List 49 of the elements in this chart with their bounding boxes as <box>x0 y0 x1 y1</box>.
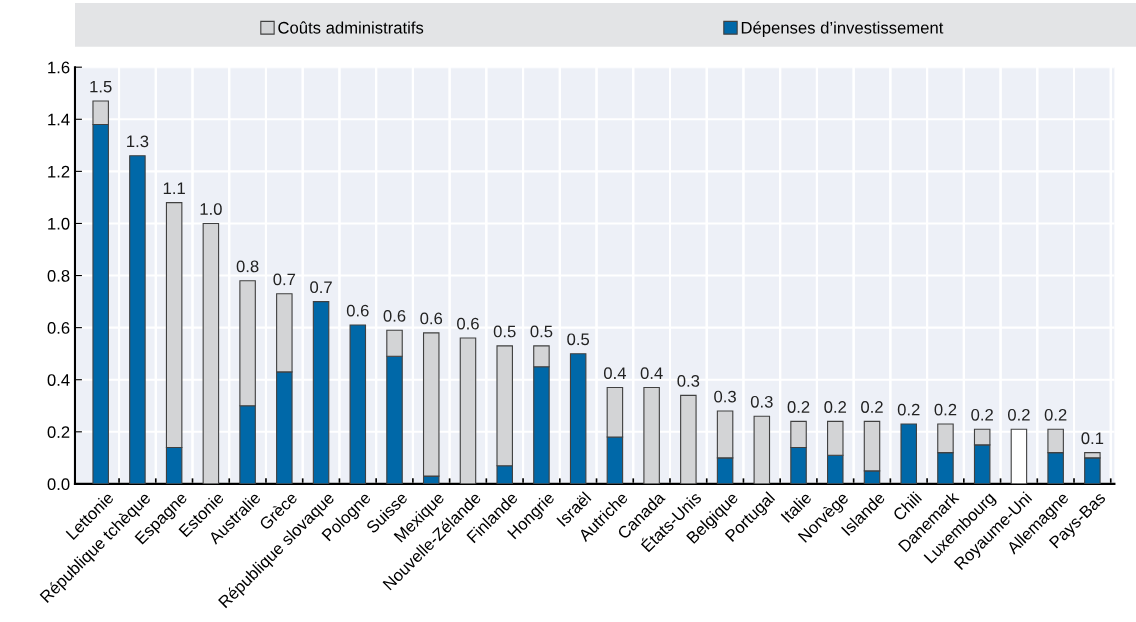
y-tick-label: 1.0 <box>48 217 70 230</box>
y-tick-label: 0.4 <box>47 374 70 386</box>
total-label: 0.2 <box>861 401 883 413</box>
y-tick-label: 1.2 <box>48 165 70 178</box>
total-label: 0.1 <box>1081 432 1104 445</box>
total-label: 0.5 <box>530 325 553 338</box>
y-tick-label: 0.0 <box>47 478 70 491</box>
total-label: 1.0 <box>200 203 222 215</box>
total-label: 0.5 <box>567 333 590 346</box>
bar <box>202 222 220 484</box>
legend-label: Dépenses d’investissement <box>741 21 944 37</box>
total-label: 1.1 <box>163 182 185 194</box>
total-label: 0.2 <box>1044 408 1067 421</box>
total-label: 0.2 <box>1007 408 1030 421</box>
total-label: 0.6 <box>457 317 479 330</box>
total-label: 0.6 <box>383 309 406 322</box>
total-label: 0.4 <box>603 367 626 380</box>
total-label: 1.5 <box>90 80 112 93</box>
total-label: 0.8 <box>236 260 259 273</box>
bar <box>349 324 367 484</box>
total-label: 0.2 <box>934 403 957 416</box>
total-label: 0.4 <box>640 367 663 380</box>
total-label: 0.3 <box>677 375 700 387</box>
total-label: 0.6 <box>346 304 369 317</box>
bar <box>569 353 587 484</box>
y-tick-label: 0.8 <box>47 269 70 282</box>
bar <box>459 337 477 484</box>
y-tick-label: 0.6 <box>47 322 70 334</box>
total-label: 0.2 <box>971 408 993 421</box>
y-tick-label: 0.2 <box>47 426 70 439</box>
y-tick-label: 1.6 <box>48 61 70 74</box>
total-label: 0.2 <box>897 403 920 416</box>
y-tick-label: 1.4 <box>48 113 70 126</box>
total-label: 0.2 <box>824 401 847 413</box>
total-label: 1.3 <box>127 135 149 148</box>
total-label: 0.3 <box>714 390 736 403</box>
bar <box>312 301 330 484</box>
bar <box>900 423 917 484</box>
total-label: 0.2 <box>787 401 810 413</box>
bar <box>753 415 771 484</box>
bar <box>680 394 697 484</box>
total-label: 0.6 <box>420 312 443 325</box>
total-label: 0.7 <box>310 281 332 294</box>
total-label: 0.7 <box>273 273 296 286</box>
total-label: 0.3 <box>750 395 773 408</box>
bar <box>129 155 146 484</box>
total-label: 0.5 <box>493 325 516 338</box>
legend-label: Coûts administratifs <box>278 21 424 34</box>
bar <box>643 386 660 484</box>
